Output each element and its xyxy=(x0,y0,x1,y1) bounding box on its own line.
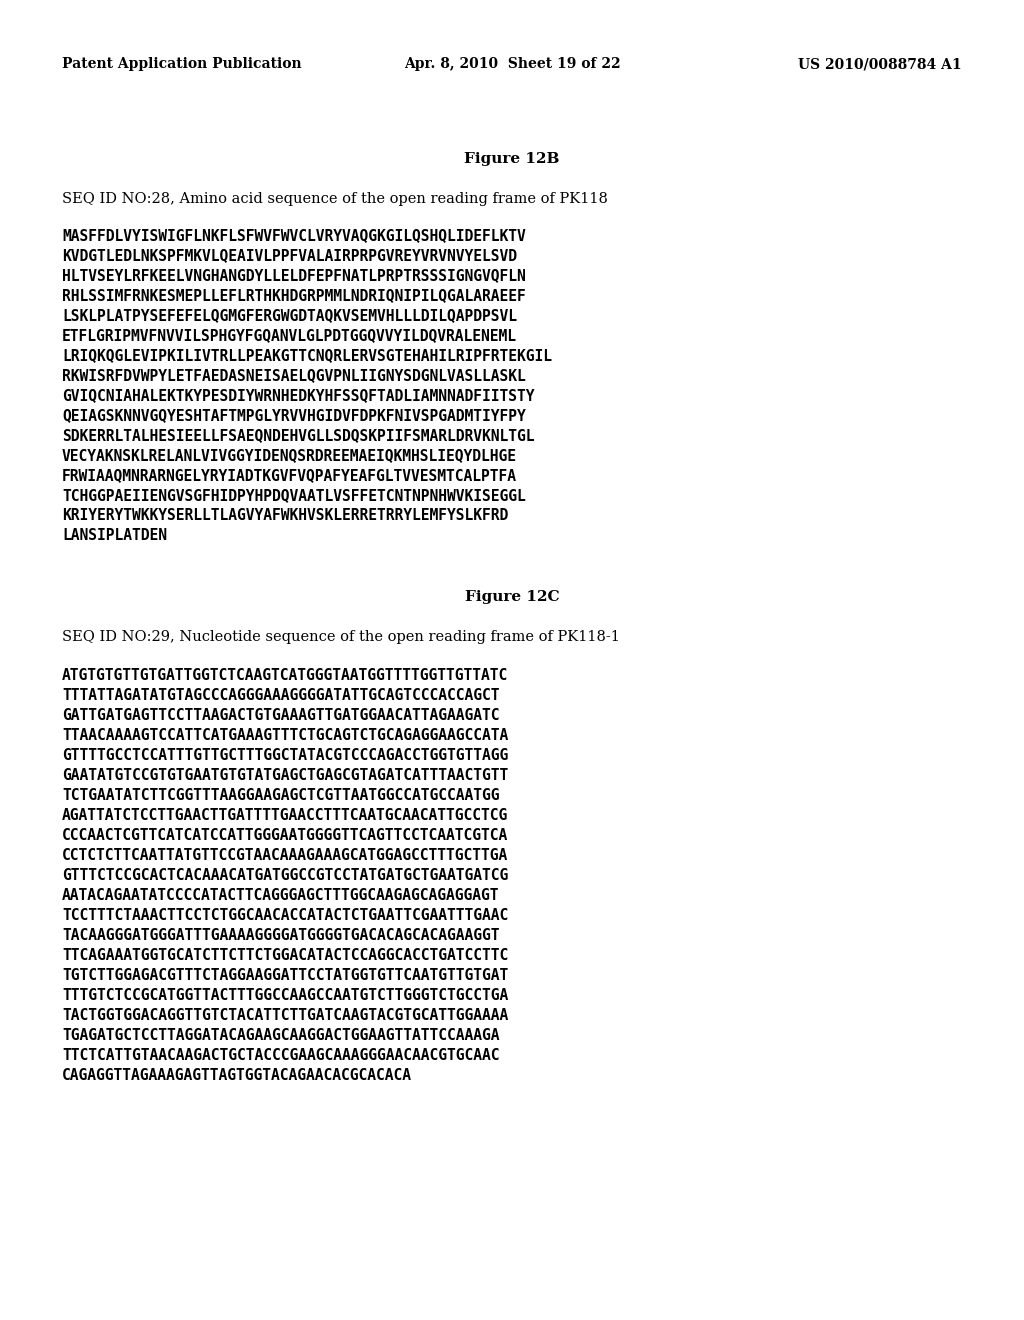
Text: MASFFDLVYISWIGFLNKFLSFWVFWVCLVRYVAQGKGILQSHQLIDEFLKTV: MASFFDLVYISWIGFLNKFLSFWVFWVCLVRYVAQGKGIL… xyxy=(62,228,525,243)
Text: LANSIPLATDEN: LANSIPLATDEN xyxy=(62,528,167,543)
Text: SDKERRLTALHESIEELLFSAEQNDEHVGLLSDQSKPIIFSMARLDRVKNLTGL: SDKERRLTALHESIEELLFSAEQNDEHVGLLSDQSKPIIF… xyxy=(62,428,535,444)
Text: GATTGATGAGTTCCTTAAGACTGTGAAAGTTGATGGAACATTAGAAGATC: GATTGATGAGTTCCTTAAGACTGTGAAAGTTGATGGAACA… xyxy=(62,708,500,723)
Text: TACAAGGGATGGGATTTGAAAAGGGGATGGGGTGACACAGCACAGAAGGT: TACAAGGGATGGGATTTGAAAAGGGGATGGGGTGACACAG… xyxy=(62,928,500,942)
Text: TTAACAAAAGTCCATTCATGAAAGTTTCTGCAGTCTGCAGAGGAAGCCATA: TTAACAAAAGTCCATTCATGAAAGTTTCTGCAGTCTGCAG… xyxy=(62,729,508,743)
Text: TCHGGPAEIIENGVSGFHIDPYHPDQVAATLVSFFETCNTNPNHWVKISEGGL: TCHGGPAEIIENGVSGFHIDPYHPDQVAATLVSFFETCNT… xyxy=(62,488,525,503)
Text: TTTGTCTCCGCATGGTTACTTTGGCCAAGCCAATGTCTTGGGTCTGCCTGA: TTTGTCTCCGCATGGTTACTTTGGCCAAGCCAATGTCTTG… xyxy=(62,987,508,1003)
Text: CCCAACTCGTTCATCATCCATTGGGAATGGGGTTCAGTTCCTCAATCGTCA: CCCAACTCGTTCATCATCCATTGGGAATGGGGTTCAGTTC… xyxy=(62,828,508,843)
Text: CAGAGGTTAGAAAGAGTTAGTGGTACAGAACACGCACACA: CAGAGGTTAGAAAGAGTTAGTGGTACAGAACACGCACACA xyxy=(62,1068,412,1082)
Text: Figure 12C: Figure 12C xyxy=(465,590,559,605)
Text: TTCTCATTGTAACAAGACTGCTACCCGAAGCAAAGGGAACAACGTGCAAC: TTCTCATTGTAACAAGACTGCTACCCGAAGCAAAGGGAAC… xyxy=(62,1048,500,1063)
Text: TGTCTTGGAGACGTTTCTAGGAAGGATTCCTATGGTGTTCAATGTTGTGAT: TGTCTTGGAGACGTTTCTAGGAAGGATTCCTATGGTGTTC… xyxy=(62,968,508,983)
Text: QEIAGSKNNVGQYESHTAFTMPGLYRVVHGIDVFDPKFNIVSPGADMTIYFPY: QEIAGSKNNVGQYESHTAFTMPGLYRVVHGIDVFDPKFNI… xyxy=(62,408,525,422)
Text: RHLSSIMFRNKESMEPLLEFLRTHKHDGRPMMLNDRIQNIPILQGALARAEEF: RHLSSIMFRNKESMEPLLEFLRTHKHDGRPMMLNDRIQNI… xyxy=(62,288,525,304)
Text: GTTTTGCCTCCATTTGTTGCTTTGGCTATACGTCCCAGACCTGGTGTTAGG: GTTTTGCCTCCATTTGTTGCTTTGGCTATACGTCCCAGAC… xyxy=(62,748,508,763)
Text: AGATTATCTCCTTGAACTTGATTTTGAACCTTTCAATGCAACATTGCCTCG: AGATTATCTCCTTGAACTTGATTTTGAACCTTTCAATGCA… xyxy=(62,808,508,822)
Text: Patent Application Publication: Patent Application Publication xyxy=(62,57,302,71)
Text: CCTCTCTTCAATTATGTTCCGTAACAAAGAAAGCATGGAGCCTTTGCTTGA: CCTCTCTTCAATTATGTTCCGTAACAAAGAAAGCATGGAG… xyxy=(62,847,508,863)
Text: GTTTCTCCGCACTCACAAACATGATGGCCGTCCTATGATGCTGAATGATCG: GTTTCTCCGCACTCACAAACATGATGGCCGTCCTATGATG… xyxy=(62,869,508,883)
Text: Apr. 8, 2010  Sheet 19 of 22: Apr. 8, 2010 Sheet 19 of 22 xyxy=(403,57,621,71)
Text: TTCAGAAATGGTGCATCTTCTTCTGGACATACTCCAGGCACCTGATCCTTC: TTCAGAAATGGTGCATCTTCTTCTGGACATACTCCAGGCA… xyxy=(62,948,508,964)
Text: KVDGTLEDLNKSPFMKVLQEAIVLPPFVALAIRPRPGVREYVRVNVYELSVD: KVDGTLEDLNKSPFMKVLQEAIVLPPFVALAIRPRPGVRE… xyxy=(62,248,517,263)
Text: TCTGAATATCTTCGGTTTAAGGAAGAGCTCGTTAATGGCCATGCCAATGG: TCTGAATATCTTCGGTTTAAGGAAGAGCTCGTTAATGGCC… xyxy=(62,788,500,803)
Text: TCCTTTCTAAACTTCCTCTGGCAACACCATACTCTGAATTCGAATTTGAAC: TCCTTTCTAAACTTCCTCTGGCAACACCATACTCTGAATT… xyxy=(62,908,508,923)
Text: LSKLPLATPYSEFEFELQGMGFERGWGDTAQKVSEMVHLLLDILQAPDPSVL: LSKLPLATPYSEFEFELQGMGFERGWGDTAQKVSEMVHLL… xyxy=(62,308,517,323)
Text: US 2010/0088784 A1: US 2010/0088784 A1 xyxy=(799,57,962,71)
Text: ETFLGRIPMVFNVVILSPHGYFGQANVLGLPDTGGQVVYILDQVRALENEML: ETFLGRIPMVFNVVILSPHGYFGQANVLGLPDTGGQVVYI… xyxy=(62,327,517,343)
Text: FRWIAAQMNRARNGELYRYIADTKGVFVQPAFYEAFGLTVVESMTCALPTFA: FRWIAAQMNRARNGELYRYIADTKGVFVQPAFYEAFGLTV… xyxy=(62,469,517,483)
Text: RKWISRFDVWPYLETFAEDASNEISAELQGVPNLIIGNYSDGNLVASLLASKL: RKWISRFDVWPYLETFAEDASNEISAELQGVPNLIIGNYS… xyxy=(62,368,525,383)
Text: SEQ ID NO:29, Nucleotide sequence of the open reading frame of PK118-1: SEQ ID NO:29, Nucleotide sequence of the… xyxy=(62,630,620,644)
Text: Figure 12B: Figure 12B xyxy=(464,152,560,166)
Text: LRIQKQGLEVIPKILIVTRLLPEAKGTTCNQRLERVSGTEHAHILRIPFRTEKGIL: LRIQKQGLEVIPKILIVTRLLPEAKGTTCNQRLERVSGTE… xyxy=(62,348,552,363)
Text: SEQ ID NO:28, Amino acid sequence of the open reading frame of PK118: SEQ ID NO:28, Amino acid sequence of the… xyxy=(62,191,608,206)
Text: TGAGATGCTCCTTAGGATACAGAAGCAAGGACTGGAAGTTATTCCAAAGA: TGAGATGCTCCTTAGGATACAGAAGCAAGGACTGGAAGTT… xyxy=(62,1028,500,1043)
Text: KRIYERYTWKKYSERLLTLAGVYAFWKHVSKLERRETRRYLEMFYSLKFRD: KRIYERYTWKKYSERLLTLAGVYAFWKHVSKLERRETRRY… xyxy=(62,508,508,523)
Text: AATACAGAATATCCCCATACTTCAGGGAGCTTTGGCAAGAGCAGAGGAGT: AATACAGAATATCCCCATACTTCAGGGAGCTTTGGCAAGA… xyxy=(62,888,500,903)
Text: HLTVSEYLRFKEELVNGHANGDYLLELDFEPFNATLPRPTRSSSIGNGVQFLN: HLTVSEYLRFKEELVNGHANGDYLLELDFEPFNATLPRPT… xyxy=(62,268,525,282)
Text: VECYAKNSKLRELANLVIVGGYIDENQSRDREEMAEIQKMHSLIEQYDLHGE: VECYAKNSKLRELANLVIVGGYIDENQSRDREEMAEIQKM… xyxy=(62,447,517,463)
Text: GAATATGTCCGTGTGAATGTGTATGAGCTGAGCGTAGATCATTTAACTGTT: GAATATGTCCGTGTGAATGTGTATGAGCTGAGCGTAGATC… xyxy=(62,768,508,783)
Text: ATGTGTGTTGTGATTGGTCTCAAGTCATGGGTAATGGTTTTGGTTGTTATC: ATGTGTGTTGTGATTGGTCTCAAGTCATGGGTAATGGTTT… xyxy=(62,668,508,682)
Text: TTTATTAGATATGTAGCCCAGGGAAAGGGGATATTGCAGTCCCACCAGCT: TTTATTAGATATGTAGCCCAGGGAAAGGGGATATTGCAGT… xyxy=(62,688,500,704)
Text: TACTGGTGGACAGGTTGTCTACATTCTTGATCAAGTACGTGCATTGGAAAA: TACTGGTGGACAGGTTGTCTACATTCTTGATCAAGTACGT… xyxy=(62,1008,508,1023)
Text: GVIQCNIAHALEKTKYPESDIYWRNHEDKYHFSSQFTADLIAMNNADFIITSTY: GVIQCNIAHALEKTKYPESDIYWRNHEDKYHFSSQFTADL… xyxy=(62,388,535,403)
